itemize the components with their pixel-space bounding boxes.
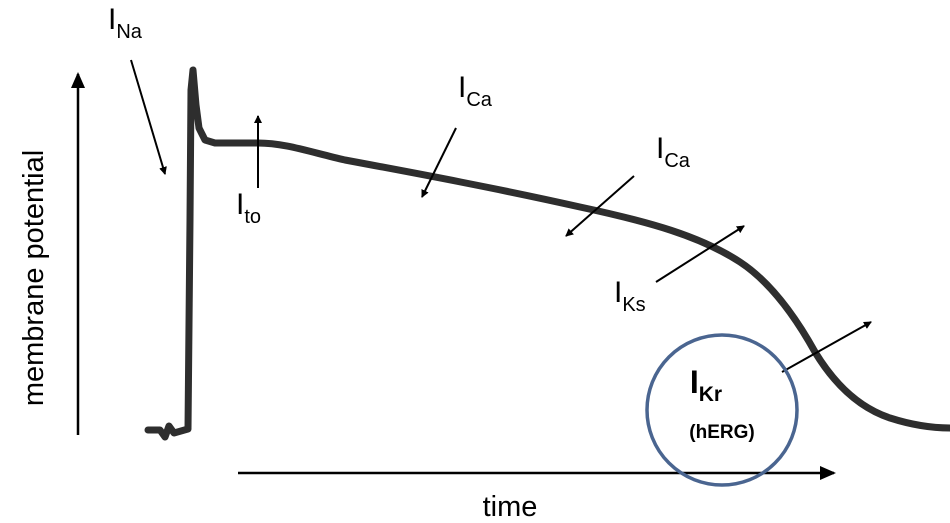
action-potential-trace: [144, 66, 950, 441]
herg-circle: [645, 333, 799, 487]
ks-current-arrow: [655, 225, 745, 283]
y-axis-label: membrane potential: [18, 150, 50, 406]
kr-current-arrow: [781, 321, 872, 373]
ca-current-arrow-2: [565, 175, 635, 237]
kr-current-label: IKr: [690, 364, 722, 406]
to-current-label: Ito: [236, 188, 261, 228]
na-current-arrow: [130, 59, 167, 175]
ca-current-arrow-1: [421, 127, 457, 198]
x-axis-label: time: [483, 491, 538, 523]
na-current-label: INa: [108, 3, 143, 43]
ca-current-label-2: ICa: [656, 132, 691, 172]
herg-label: (hERG): [689, 422, 754, 443]
ks-current-label: IKs: [614, 276, 646, 316]
ca-current-label-1: ICa: [458, 71, 493, 111]
